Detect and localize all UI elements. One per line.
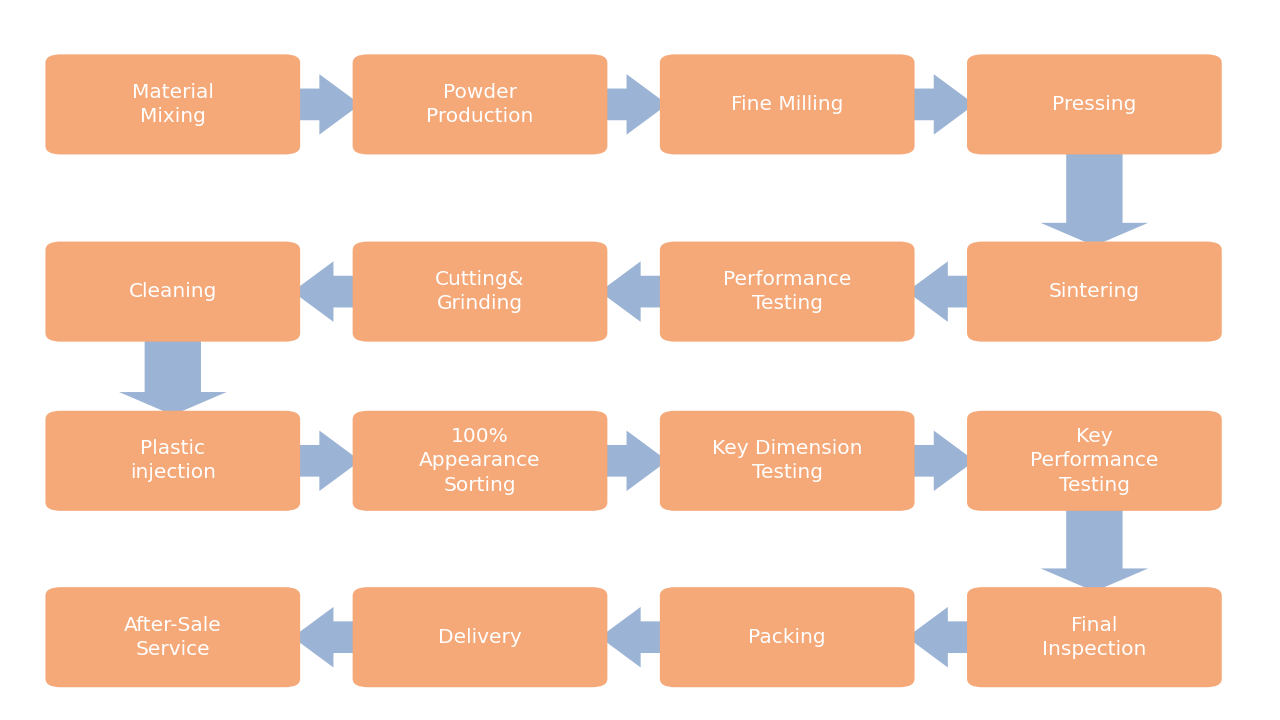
Polygon shape xyxy=(293,261,361,322)
Polygon shape xyxy=(293,607,361,667)
Polygon shape xyxy=(600,431,668,491)
FancyBboxPatch shape xyxy=(46,588,300,687)
Polygon shape xyxy=(600,74,668,135)
FancyBboxPatch shape xyxy=(46,55,300,155)
Polygon shape xyxy=(119,338,227,415)
Polygon shape xyxy=(600,607,668,667)
FancyBboxPatch shape xyxy=(353,242,607,342)
Text: Fine Milling: Fine Milling xyxy=(731,95,844,114)
Text: Final
Inspection: Final Inspection xyxy=(1042,616,1147,659)
FancyBboxPatch shape xyxy=(46,410,300,511)
FancyBboxPatch shape xyxy=(353,55,607,155)
Text: Material
Mixing: Material Mixing xyxy=(132,83,214,126)
Polygon shape xyxy=(906,431,975,491)
Text: Key
Performance
Testing: Key Performance Testing xyxy=(1030,427,1158,495)
FancyBboxPatch shape xyxy=(660,410,914,511)
Text: Sintering: Sintering xyxy=(1048,282,1140,301)
Text: Cleaning: Cleaning xyxy=(128,282,218,301)
FancyBboxPatch shape xyxy=(660,242,914,342)
Polygon shape xyxy=(600,261,668,322)
FancyBboxPatch shape xyxy=(968,410,1221,511)
Polygon shape xyxy=(293,431,361,491)
FancyBboxPatch shape xyxy=(660,588,914,687)
Text: Key Dimension
Testing: Key Dimension Testing xyxy=(712,439,863,482)
FancyBboxPatch shape xyxy=(968,588,1221,687)
FancyBboxPatch shape xyxy=(660,55,914,155)
FancyBboxPatch shape xyxy=(353,410,607,511)
Polygon shape xyxy=(906,261,975,322)
Polygon shape xyxy=(906,74,975,135)
FancyBboxPatch shape xyxy=(968,242,1221,342)
Polygon shape xyxy=(1041,150,1148,246)
Text: Delivery: Delivery xyxy=(438,628,522,647)
Text: 100%
Appearance
Sorting: 100% Appearance Sorting xyxy=(420,427,540,495)
Text: Cutting&
Grinding: Cutting& Grinding xyxy=(435,270,525,313)
FancyBboxPatch shape xyxy=(968,55,1221,155)
Text: Performance
Testing: Performance Testing xyxy=(723,270,851,313)
Polygon shape xyxy=(1041,507,1148,592)
Text: Plastic
injection: Plastic injection xyxy=(129,439,216,482)
Text: After-Sale
Service: After-Sale Service xyxy=(124,616,221,659)
Text: Powder
Production: Powder Production xyxy=(426,83,534,126)
Text: Pressing: Pressing xyxy=(1052,95,1137,114)
FancyBboxPatch shape xyxy=(46,242,300,342)
Polygon shape xyxy=(906,607,975,667)
Text: Packing: Packing xyxy=(749,628,826,647)
FancyBboxPatch shape xyxy=(353,588,607,687)
Polygon shape xyxy=(293,74,361,135)
